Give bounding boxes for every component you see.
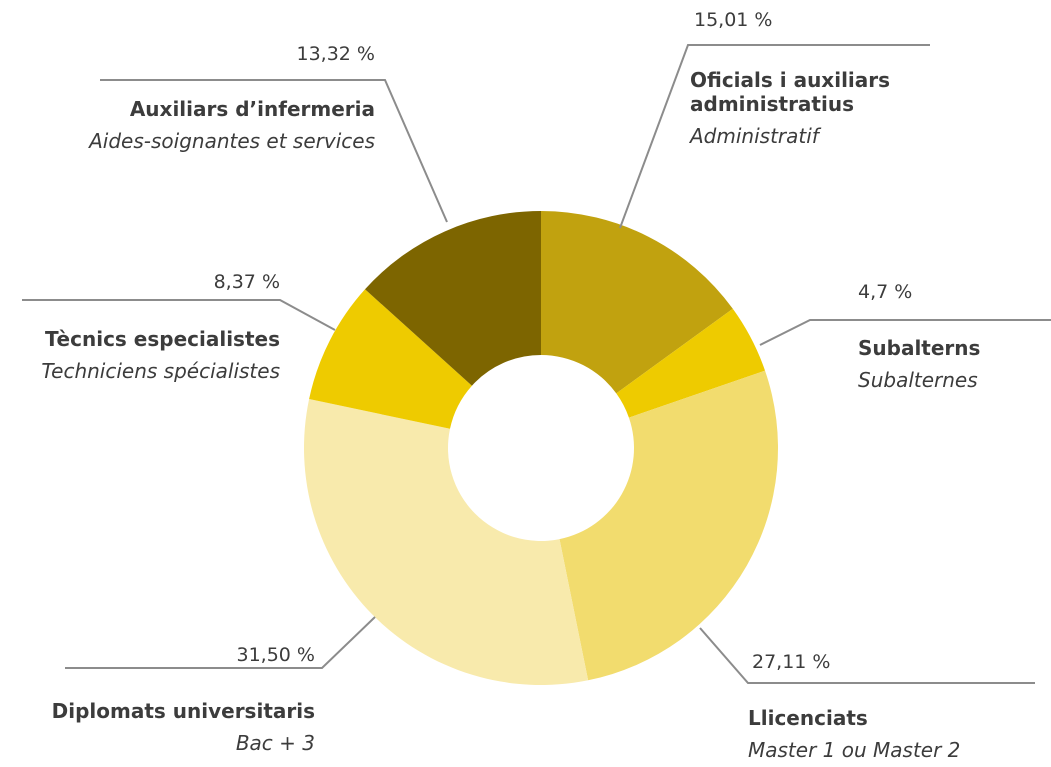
- leader-line: [22, 299, 336, 331]
- value-label: 27,11 %: [752, 651, 831, 673]
- label-block: Subalterns Subalternes: [858, 336, 980, 392]
- donut-slice: [365, 211, 541, 386]
- category-label: Tècnics especialistes: [44, 327, 280, 351]
- donut-slice: [559, 370, 778, 681]
- category-label: Subalterns: [858, 336, 981, 360]
- subtitle-label: Aides-soignantes et services: [89, 129, 375, 153]
- leader-line: [65, 616, 376, 669]
- value-label: 8,37 %: [213, 271, 280, 293]
- value-label: 31,50 %: [236, 644, 316, 666]
- donut-slice: [304, 399, 589, 685]
- leader-line: [699, 627, 1035, 684]
- subtitle-label: Subalternes: [858, 368, 978, 392]
- leader-line: [759, 319, 1051, 346]
- leader-line: [100, 79, 448, 223]
- label-block: Llicenciats Master 1 ou Master 2: [748, 706, 960, 762]
- value-label: 13,32 %: [296, 43, 376, 65]
- category-label: Oficials i auxiliars administratius: [690, 68, 891, 116]
- subtitle-label: Master 1 ou Master 2: [748, 738, 961, 762]
- leader-line: [619, 44, 930, 229]
- label-block: Oficials i auxiliars administratius Admin…: [690, 68, 930, 148]
- donut-slice: [541, 211, 733, 394]
- subtitle-label: Techniciens spécialistes: [41, 359, 280, 383]
- label-block: Tècnics especialistes Techniciens spécial…: [41, 327, 280, 383]
- category-label: Diplomats universitaris: [51, 699, 315, 723]
- category-label: Auxiliars d’infermeria: [129, 97, 375, 121]
- category-label: Llicenciats: [748, 706, 868, 730]
- donut-slice: [309, 289, 472, 429]
- subtitle-label: Administratif: [690, 124, 819, 148]
- label-block: Diplomats universitaris Bac + 3: [52, 699, 315, 755]
- subtitle-label: Bac + 3: [235, 731, 315, 755]
- value-label: 4,7 %: [858, 281, 913, 303]
- label-block: Auxiliars d’infermeria Aides-soignantes e…: [89, 97, 375, 153]
- value-label: 15,01 %: [694, 9, 773, 31]
- donut-slice: [616, 308, 766, 418]
